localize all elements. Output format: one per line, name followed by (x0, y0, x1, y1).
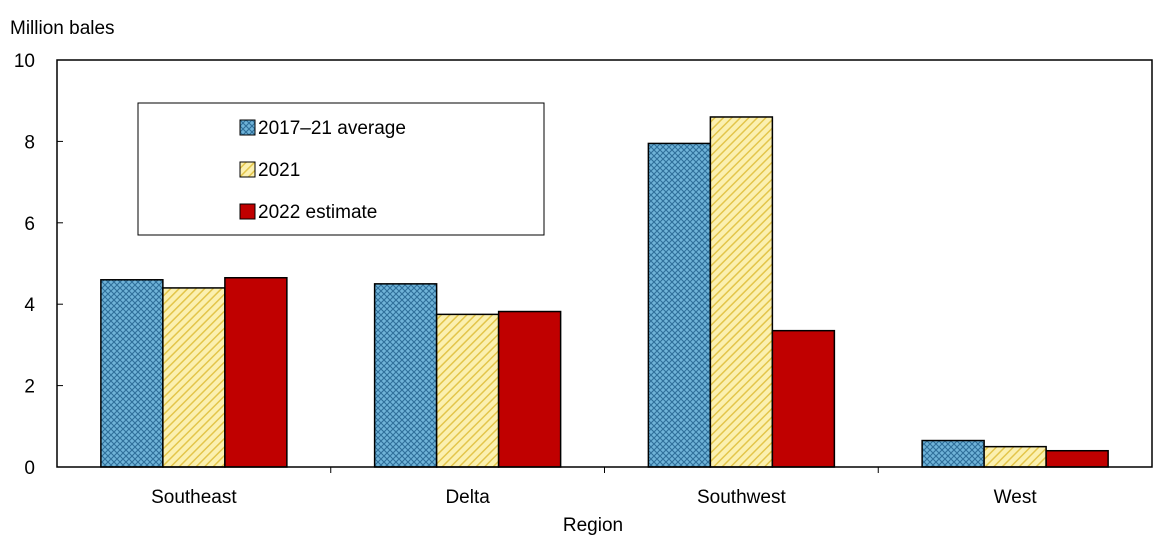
x-tick-label: West (994, 487, 1038, 508)
bar-southwest-series-1 (709, 116, 774, 468)
x-tick-label: Southeast (151, 487, 237, 508)
y-tick-label: 2 (24, 377, 35, 398)
x-tick-label: Southwest (697, 487, 786, 508)
legend-box (137, 102, 545, 236)
y-tick-label: 10 (14, 51, 35, 72)
legend: 2017–21 average 2021 2022 estimate (137, 102, 545, 236)
bar-west-series-0 (921, 439, 985, 468)
y-tick-label: 4 (24, 295, 35, 316)
plot-area: Southeast Delta Southwest West 0 2 4 6 8 10 (14, 51, 1153, 508)
y-tick-label: 6 (24, 214, 35, 235)
legend-swatch-2021 (239, 161, 256, 178)
x-axis-label: Region (563, 515, 623, 535)
bar-delta-series-1 (435, 313, 500, 468)
legend-swatch-2022 (239, 203, 256, 220)
legend-label-average: 2017–21 average (258, 118, 406, 139)
plot-frame (56, 59, 1153, 468)
x-tick-label: Delta (445, 487, 490, 508)
legend-label-2022: 2022 estimate (258, 202, 377, 223)
bar-delta-series-2 (497, 310, 562, 468)
y-tick-label: 0 (24, 458, 35, 479)
bar-southwest-series-0 (647, 142, 712, 468)
bar-southeast-series-0 (100, 279, 164, 468)
y-axis-label: Million bales (10, 18, 115, 39)
legend-label-2021: 2021 (258, 160, 300, 181)
bar-delta-series-0 (373, 283, 438, 468)
legend-swatch-average (239, 119, 256, 136)
bar-west-series-2 (1045, 449, 1109, 468)
bar-southwest-series-2 (771, 329, 836, 468)
bar-west-series-1 (983, 445, 1047, 468)
y-tick-label: 8 (24, 132, 35, 153)
bar-southeast-series-2 (224, 276, 288, 468)
bar-southeast-series-1 (162, 287, 226, 468)
